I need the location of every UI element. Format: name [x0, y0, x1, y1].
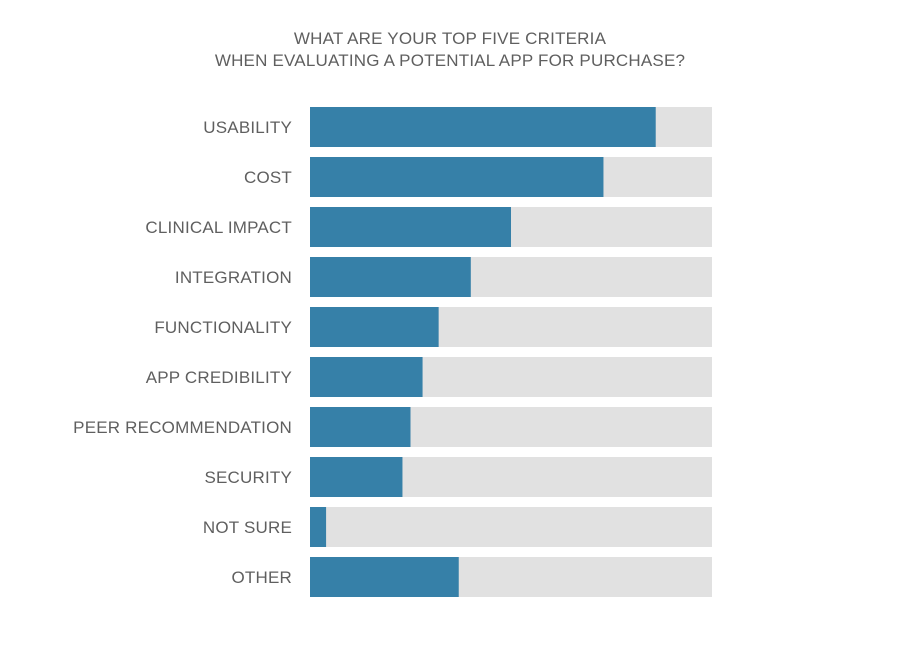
bar-track-not-sure [310, 507, 712, 547]
bar-app-credibility [310, 357, 423, 397]
category-label-clinical-impact: CLINICAL IMPACT [145, 218, 292, 237]
chart-title-line-1: WHAT ARE YOUR TOP FIVE CRITERIA [293, 29, 607, 48]
category-label-functionality: FUNCTIONALITY [154, 318, 292, 337]
category-label-cost: COST [244, 168, 292, 187]
bar-integration [310, 257, 471, 297]
bar-security [310, 457, 403, 497]
bar-not-sure [310, 507, 327, 547]
category-label-not-sure: NOT SURE [203, 518, 292, 537]
bar-cost [310, 157, 604, 197]
category-label-peer-recommendation: PEER RECOMMENDATION [73, 418, 292, 437]
bar-functionality [310, 307, 439, 347]
bar-clinical-impact [310, 207, 511, 247]
category-label-app-credibility: APP CREDIBILITY [146, 368, 292, 387]
category-label-security: SECURITY [204, 468, 292, 487]
category-label-usability: USABILITY [203, 118, 292, 137]
category-label-other: OTHER [232, 568, 293, 587]
bar-usability [310, 107, 656, 147]
chart-title-line-2: WHEN EVALUATING A POTENTIAL APP FOR PURC… [214, 51, 686, 70]
bar-peer-recommendation [310, 407, 411, 447]
bar-group: USABILITY COST CLINICAL IMPACT INTEGRATION F… [73, 107, 712, 597]
category-label-integration: INTEGRATION [175, 268, 292, 287]
bar-other [310, 557, 459, 597]
chart-title: WHAT ARE YOUR TOP FIVE CRITERIA WHEN EVA… [0, 28, 900, 72]
